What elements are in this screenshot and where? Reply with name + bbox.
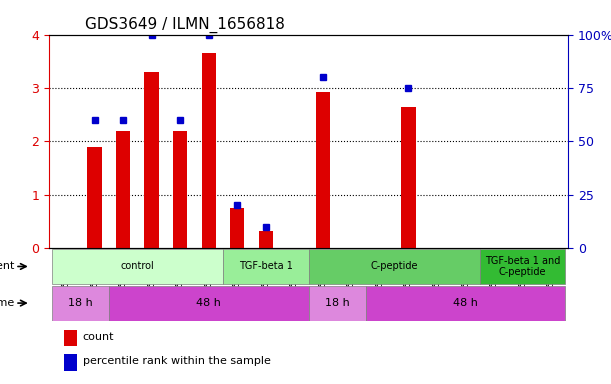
- Bar: [316, 92, 330, 248]
- Bar: [144, 72, 159, 248]
- Bar: [116, 131, 130, 248]
- FancyBboxPatch shape: [223, 249, 309, 284]
- Text: 18 h: 18 h: [68, 298, 93, 308]
- Text: C-peptide: C-peptide: [370, 262, 418, 271]
- Text: time: time: [0, 298, 15, 308]
- Bar: [65, 354, 78, 371]
- FancyBboxPatch shape: [52, 249, 223, 284]
- Bar: [230, 208, 244, 248]
- Bar: [173, 131, 188, 248]
- Text: TGF-beta 1: TGF-beta 1: [239, 262, 293, 271]
- Text: percentile rank within the sample: percentile rank within the sample: [82, 356, 271, 366]
- FancyBboxPatch shape: [52, 286, 109, 321]
- Bar: [87, 147, 101, 248]
- FancyBboxPatch shape: [109, 286, 309, 321]
- Text: count: count: [82, 332, 114, 342]
- Bar: [401, 107, 415, 248]
- Bar: [65, 329, 78, 346]
- FancyBboxPatch shape: [365, 286, 565, 321]
- FancyBboxPatch shape: [309, 286, 365, 321]
- Text: agent: agent: [0, 262, 15, 271]
- Text: 48 h: 48 h: [196, 298, 221, 308]
- Text: 18 h: 18 h: [324, 298, 349, 308]
- FancyBboxPatch shape: [309, 249, 480, 284]
- Text: control: control: [120, 262, 154, 271]
- Text: TGF-beta 1 and
C-peptide: TGF-beta 1 and C-peptide: [485, 256, 560, 277]
- Text: GDS3649 / ILMN_1656818: GDS3649 / ILMN_1656818: [86, 17, 285, 33]
- FancyBboxPatch shape: [480, 249, 565, 284]
- Text: 48 h: 48 h: [453, 298, 478, 308]
- Bar: [202, 53, 216, 248]
- Bar: [258, 231, 273, 248]
